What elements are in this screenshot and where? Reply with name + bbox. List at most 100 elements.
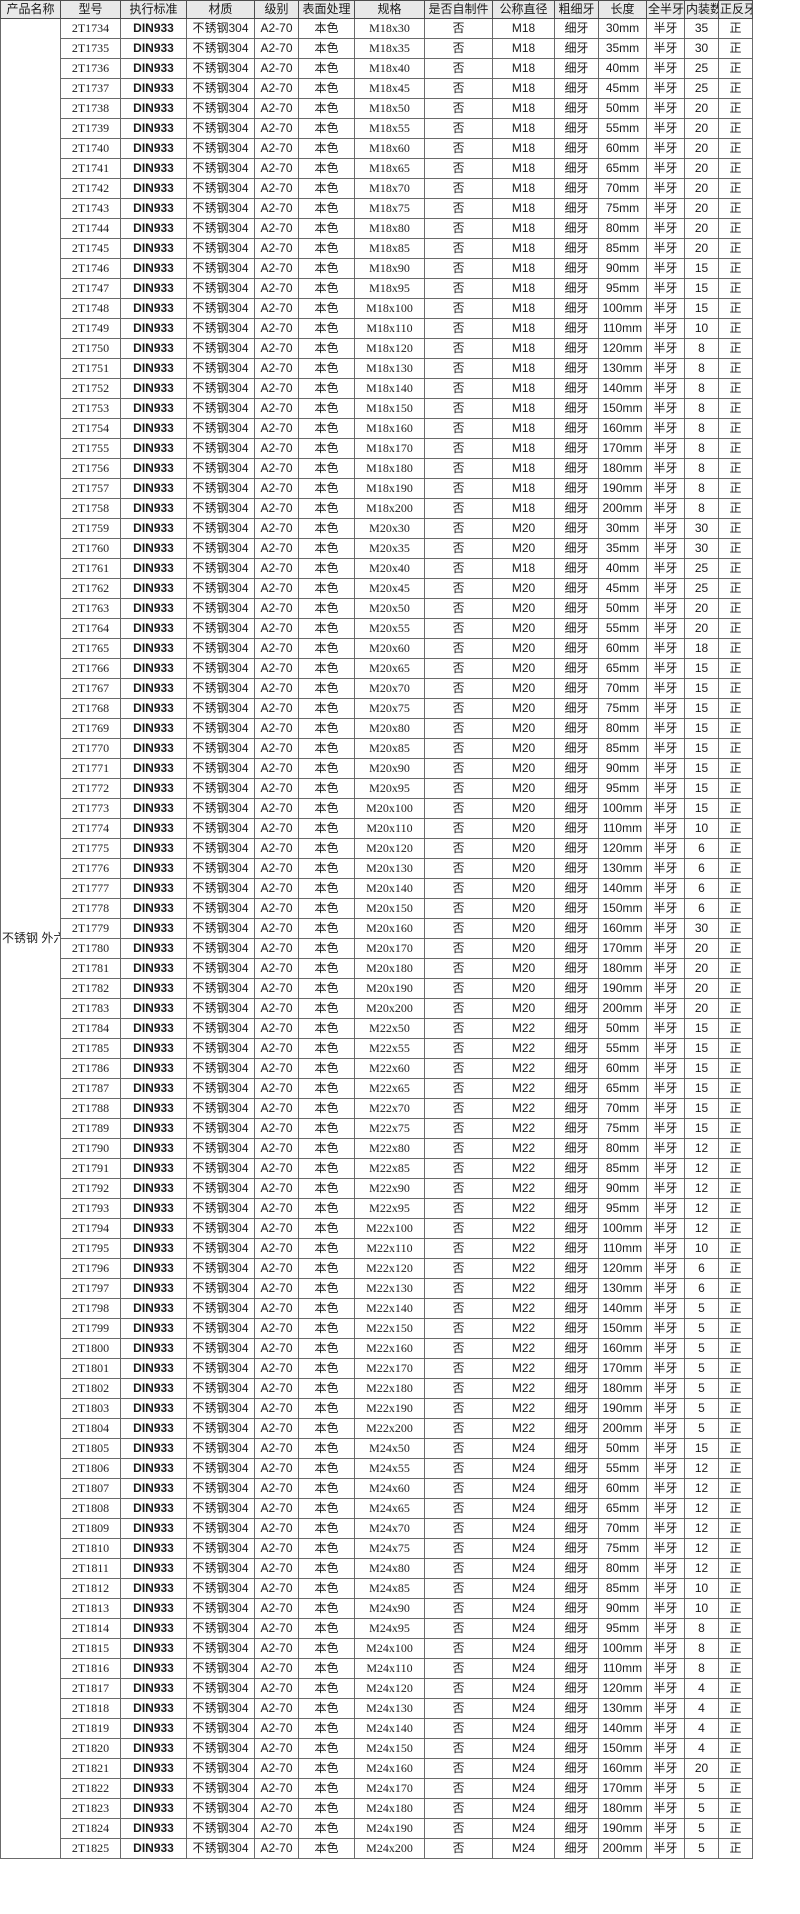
cell-thread-direction: 正 (718, 1218, 753, 1239)
cell-nominal-diameter: M22 (492, 1038, 555, 1059)
cell-grade: A2-70 (254, 1678, 299, 1699)
cell-thread-coverage: 半牙 (646, 1578, 685, 1599)
cell-pack-qty: 8 (684, 458, 719, 479)
cell-thread-pitch: 细牙 (554, 818, 599, 839)
cell-thread-direction: 正 (718, 1138, 753, 1159)
cell-pack-qty: 12 (684, 1558, 719, 1579)
cell-material: 不锈钢304 (186, 1578, 255, 1599)
cell-spec: M18x170 (354, 438, 425, 459)
cell-surface-finish: 本色 (298, 458, 355, 479)
cell-nominal-diameter: M20 (492, 618, 555, 639)
cell-pack-qty: 20 (684, 238, 719, 259)
cell-material: 不锈钢304 (186, 778, 255, 799)
cell-grade: A2-70 (254, 1578, 299, 1599)
cell-self-made: 否 (424, 1778, 493, 1799)
cell-thread-coverage: 半牙 (646, 598, 685, 619)
cell-standard: DIN933 (120, 38, 187, 59)
cell-standard: DIN933 (120, 1438, 187, 1459)
cell-nominal-diameter: M18 (492, 98, 555, 119)
cell-standard: DIN933 (120, 258, 187, 279)
cell-material: 不锈钢304 (186, 258, 255, 279)
cell-length: 70mm (598, 678, 647, 699)
cell-model: 2T1737 (60, 78, 121, 99)
cell-thread-pitch: 细牙 (554, 1798, 599, 1819)
cell-material: 不锈钢304 (186, 1838, 255, 1859)
cell-model: 2T1808 (60, 1498, 121, 1519)
cell-surface-finish: 本色 (298, 1258, 355, 1279)
cell-model: 2T1769 (60, 718, 121, 739)
cell-standard: DIN933 (120, 1778, 187, 1799)
cell-model: 2T1749 (60, 318, 121, 339)
cell-surface-finish: 本色 (298, 898, 355, 919)
cell-pack-qty: 15 (684, 1118, 719, 1139)
cell-pack-qty: 30 (684, 518, 719, 539)
cell-nominal-diameter: M24 (492, 1738, 555, 1759)
cell-thread-coverage: 半牙 (646, 418, 685, 439)
cell-surface-finish: 本色 (298, 1678, 355, 1699)
table-row: 2T1758 DIN933 不锈钢304 A2-70 本色 M18x200 否 M18 细牙 20… (1, 498, 753, 519)
cell-length: 120mm (598, 1678, 647, 1699)
cell-grade: A2-70 (254, 998, 299, 1019)
cell-surface-finish: 本色 (298, 1798, 355, 1819)
cell-thread-pitch: 细牙 (554, 778, 599, 799)
cell-nominal-diameter: M20 (492, 998, 555, 1019)
cell-thread-pitch: 细牙 (554, 1738, 599, 1759)
cell-thread-coverage: 半牙 (646, 1438, 685, 1459)
cell-spec: M24x60 (354, 1478, 425, 1499)
cell-surface-finish: 本色 (298, 138, 355, 159)
cell-nominal-diameter: M20 (492, 958, 555, 979)
cell-thread-pitch: 细牙 (554, 1458, 599, 1479)
cell-spec: M18x200 (354, 498, 425, 519)
cell-model: 2T1741 (60, 158, 121, 179)
cell-grade: A2-70 (254, 398, 299, 419)
table-row: 2T1783 DIN933 不锈钢304 A2-70 本色 M20x200 否 M20 细牙 20… (1, 998, 753, 1019)
cell-material: 不锈钢304 (186, 998, 255, 1019)
cell-model: 2T1778 (60, 898, 121, 919)
cell-pack-qty: 25 (684, 558, 719, 579)
cell-spec: M24x120 (354, 1678, 425, 1699)
cell-model: 2T1751 (60, 358, 121, 379)
cell-thread-direction: 正 (718, 438, 753, 459)
cell-self-made: 否 (424, 1598, 493, 1619)
cell-thread-direction: 正 (718, 958, 753, 979)
cell-nominal-diameter: M18 (492, 78, 555, 99)
cell-length: 180mm (598, 458, 647, 479)
cell-spec: M20x120 (354, 838, 425, 859)
cell-length: 140mm (598, 378, 647, 399)
cell-pack-qty: 20 (684, 218, 719, 239)
cell-standard: DIN933 (120, 1678, 187, 1699)
cell-model: 2T1790 (60, 1138, 121, 1159)
cell-self-made: 否 (424, 1038, 493, 1059)
cell-material: 不锈钢304 (186, 1158, 255, 1179)
cell-material: 不锈钢304 (186, 278, 255, 299)
cell-spec: M20x70 (354, 678, 425, 699)
table-row: 2T1797 DIN933 不锈钢304 A2-70 本色 M22x130 否 M22 细牙 13… (1, 1278, 753, 1299)
cell-nominal-diameter: M22 (492, 1078, 555, 1099)
cell-thread-pitch: 细牙 (554, 918, 599, 939)
cell-thread-coverage: 半牙 (646, 898, 685, 919)
cell-thread-direction: 正 (718, 1578, 753, 1599)
table-row: 2T1781 DIN933 不锈钢304 A2-70 本色 M20x180 否 M20 细牙 18… (1, 958, 753, 979)
cell-surface-finish: 本色 (298, 238, 355, 259)
cell-standard: DIN933 (120, 1618, 187, 1639)
cell-grade: A2-70 (254, 958, 299, 979)
cell-self-made: 否 (424, 878, 493, 899)
cell-spec: M20x190 (354, 978, 425, 999)
table-row: 2T1753 DIN933 不锈钢304 A2-70 本色 M18x150 否 M18 细牙 15… (1, 398, 753, 419)
cell-thread-direction: 正 (718, 1598, 753, 1619)
cell-grade: A2-70 (254, 378, 299, 399)
cell-model: 2T1803 (60, 1398, 121, 1419)
cell-spec: M24x65 (354, 1498, 425, 1519)
cell-thread-direction: 正 (718, 978, 753, 999)
cell-model: 2T1781 (60, 958, 121, 979)
cell-nominal-diameter: M24 (492, 1578, 555, 1599)
cell-grade: A2-70 (254, 1138, 299, 1159)
cell-model: 2T1772 (60, 778, 121, 799)
cell-thread-direction: 正 (718, 458, 753, 479)
cell-thread-direction: 正 (718, 1038, 753, 1059)
cell-spec: M22x160 (354, 1338, 425, 1359)
cell-pack-qty: 30 (684, 538, 719, 559)
cell-standard: DIN933 (120, 1138, 187, 1159)
cell-self-made: 否 (424, 158, 493, 179)
cell-standard: DIN933 (120, 158, 187, 179)
